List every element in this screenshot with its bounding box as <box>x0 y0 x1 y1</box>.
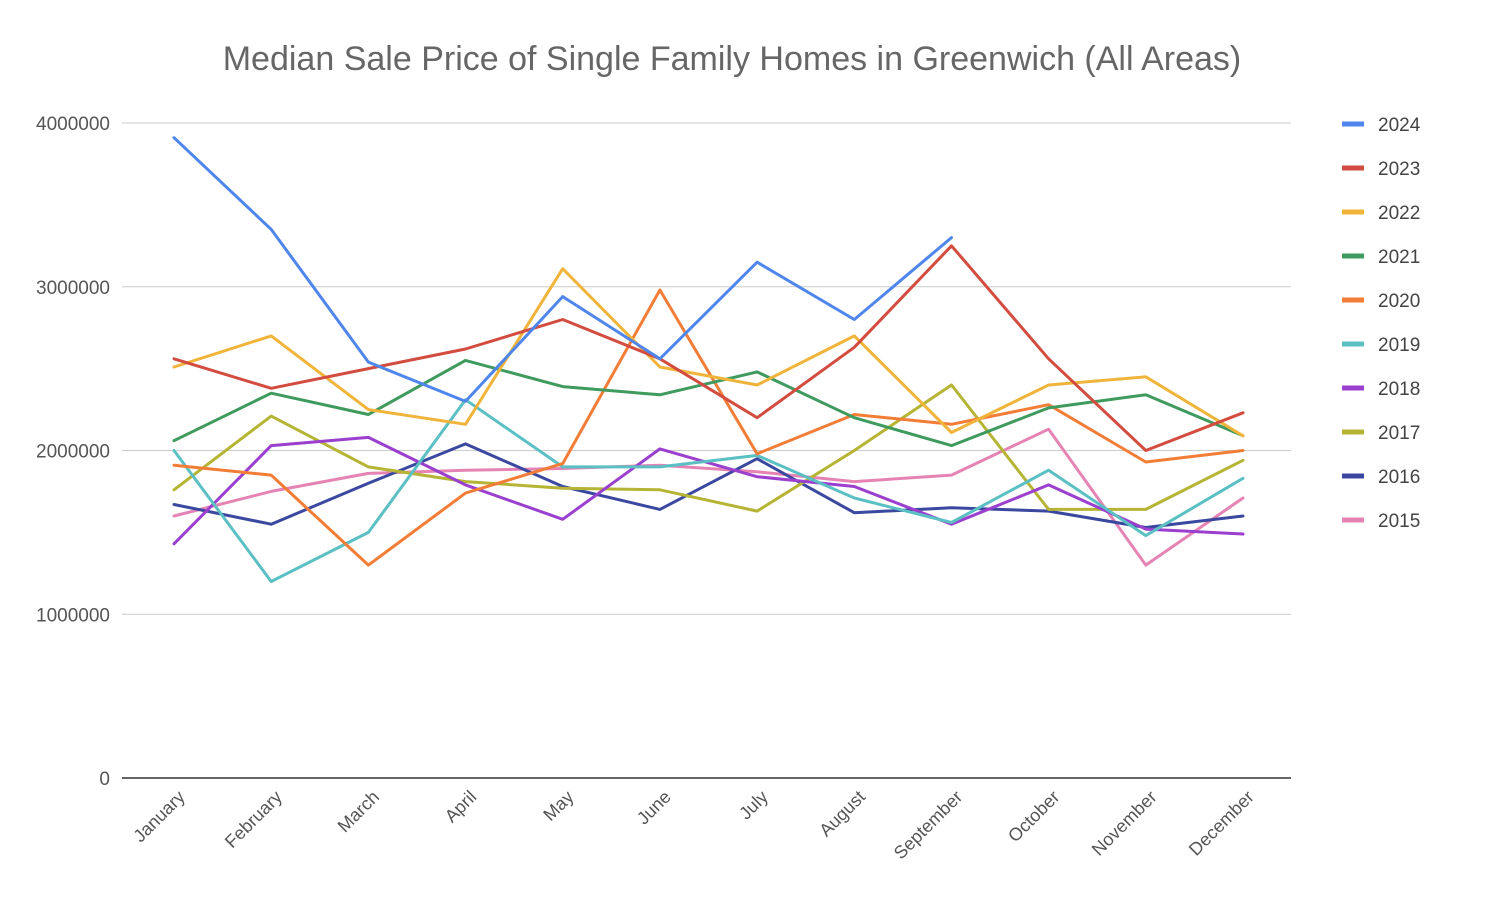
x-tick-label: May <box>539 787 577 825</box>
series-line-2020 <box>172 288 1245 567</box>
x-axis-ticks: January February March April May June July Augu… <box>129 787 1257 863</box>
y-tick-label: 2000000 <box>36 442 110 463</box>
legend-label-2022: 2022 <box>1378 203 1420 224</box>
series-line-2022 <box>172 267 1245 438</box>
grid-lines <box>122 122 1291 615</box>
y-tick-label: 0 <box>99 769 110 790</box>
legend-label-2020: 2020 <box>1378 291 1420 312</box>
series-line-2017 <box>172 383 1245 513</box>
legend-label-2016: 2016 <box>1378 467 1420 488</box>
x-tick-label: August <box>815 787 869 841</box>
y-axis-ticks: 0 1000000 2000000 3000000 4000000 <box>36 114 110 790</box>
x-tick-label: September <box>890 787 966 863</box>
series-line-2023 <box>172 244 1245 452</box>
legend-label-2023: 2023 <box>1378 159 1420 180</box>
legend-label-2019: 2019 <box>1378 335 1420 356</box>
legend-label-2017: 2017 <box>1378 423 1420 444</box>
x-tick-label: January <box>129 787 188 846</box>
series-line-2021 <box>172 358 1245 448</box>
x-tick-label: February <box>221 787 286 852</box>
x-tick-label: July <box>735 787 772 824</box>
series-line-2024 <box>172 136 953 403</box>
x-tick-label: December <box>1185 787 1258 860</box>
y-tick-label: 1000000 <box>36 605 110 626</box>
legend-label-2024: 2024 <box>1378 115 1421 136</box>
legend-label-2015: 2015 <box>1378 511 1420 532</box>
x-tick-label: October <box>1004 787 1063 846</box>
x-tick-label: March <box>334 787 384 837</box>
series-line-2019 <box>172 398 1245 583</box>
x-tick-label: November <box>1088 787 1161 860</box>
legend: 2024 2023 2022 2021 2020 2019 2018 2017 2016 2015 <box>1342 115 1421 532</box>
legend-label-2018: 2018 <box>1378 379 1420 400</box>
legend-label-2021: 2021 <box>1378 247 1420 268</box>
chart-title: Median Sale Price of Single Family Homes… <box>223 40 1242 78</box>
series-line-2016 <box>172 442 1245 529</box>
x-tick-label: April <box>441 787 481 827</box>
y-tick-label: 4000000 <box>36 114 110 135</box>
x-tick-label: June <box>633 787 675 829</box>
series-line-2015 <box>172 427 1245 567</box>
y-tick-label: 3000000 <box>36 278 110 299</box>
series-lines <box>172 136 1245 583</box>
series-line-2018 <box>172 435 1245 546</box>
